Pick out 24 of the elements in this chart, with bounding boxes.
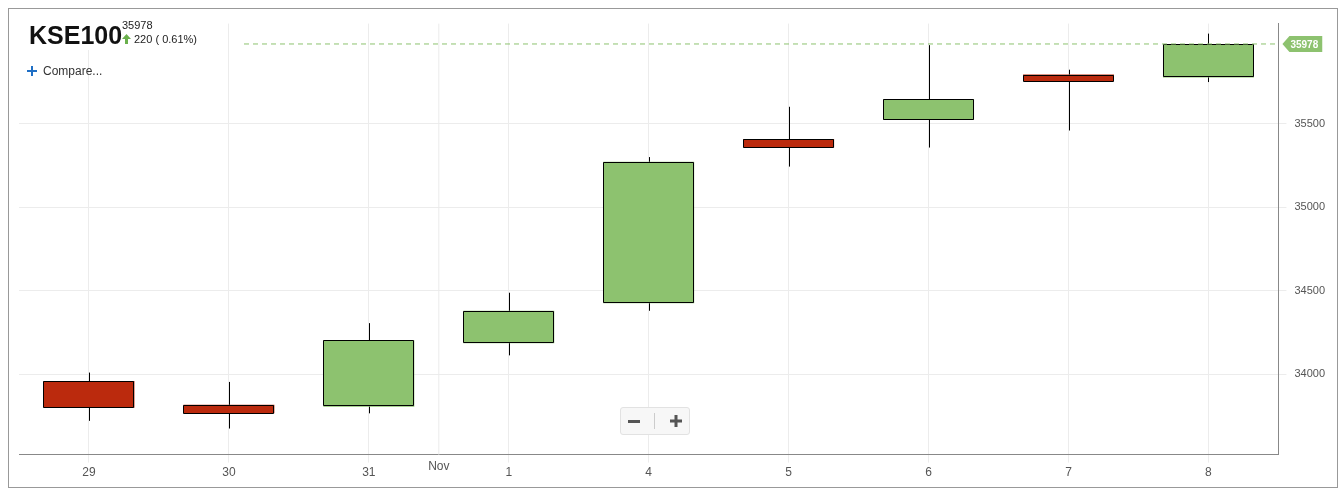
chart-subtitle: 35978 (122, 19, 153, 31)
x-tick-label: 30 (222, 465, 236, 480)
candlestick (43, 372, 135, 422)
ref-line-label: 35978 (1290, 38, 1319, 50)
x-tick-label: 31 (362, 465, 376, 480)
y-tick-label: 34000 (1294, 367, 1326, 380)
x-tick-label: 6 (925, 465, 933, 480)
candlestick (323, 322, 415, 414)
candlestick (463, 292, 555, 356)
annotation: 220 ( 0.61%) (134, 33, 197, 45)
x-tick-label: 29 (82, 465, 96, 480)
x-tick-label: 1 (505, 465, 513, 480)
x-tick-label: 5 (785, 465, 793, 480)
candlestick (1023, 69, 1114, 132)
x-tick-label: 7 (1065, 465, 1073, 480)
x-tick-label: 8 (1205, 465, 1213, 480)
y-tick-label: 35000 (1294, 200, 1326, 213)
annotation: Compare... (43, 64, 103, 78)
x-tick-label: 4 (645, 465, 653, 480)
candlestick (743, 106, 835, 168)
y-tick-label: 34500 (1294, 283, 1326, 296)
candlestick (183, 381, 275, 430)
y-tick-label: 35500 (1294, 116, 1326, 129)
text: Nov (428, 458, 450, 473)
